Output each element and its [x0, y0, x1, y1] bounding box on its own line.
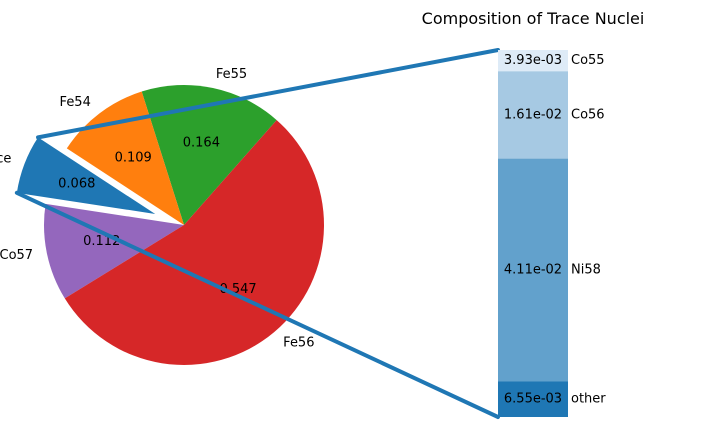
pie-value-fe55: 0.164 — [183, 135, 220, 150]
bar-value-ni58: 4.11e-02 — [504, 263, 562, 278]
pie-value-fe54: 0.109 — [115, 151, 152, 166]
bar-segment-ni58 — [498, 158, 568, 382]
connector-lines — [14, 48, 500, 419]
pie-label-fe56: Fe56 — [283, 335, 314, 350]
pie-slice-co57 — [43, 203, 184, 299]
pie-slice-fe55 — [141, 85, 277, 226]
pie-label-co57: Co57 — [0, 248, 33, 263]
bar-chart-title: Composition of Trace Nuclei — [422, 9, 645, 28]
bar-value-co55: 3.93e-03 — [504, 53, 562, 68]
connector-line-bottom — [14, 190, 500, 419]
bar-value-other: 6.55e-03 — [504, 392, 562, 407]
pie-label-trace: trace — [0, 151, 11, 166]
bar-segment-other — [498, 381, 568, 417]
pie-label-fe54: Fe54 — [60, 95, 91, 110]
bar-label-co56: Co56 — [571, 107, 605, 122]
pie-value-trace: 0.068 — [58, 176, 95, 191]
connector-line-top — [36, 48, 500, 140]
bar-value-co56: 1.61e-02 — [504, 107, 562, 122]
bar-label-other: other — [571, 392, 606, 407]
bar-label-ni58: Ni58 — [571, 263, 601, 278]
pie-label-fe55: Fe55 — [216, 67, 247, 82]
stacked-bar-chart: Composition of Trace Nuclei 3.93e-03 Co55… — [422, 9, 645, 417]
bar-segment-co56 — [498, 71, 568, 159]
pie-slice-trace — [16, 137, 156, 214]
bar-label-co55: Co55 — [571, 53, 605, 68]
bar-segment-co55 — [498, 50, 568, 72]
